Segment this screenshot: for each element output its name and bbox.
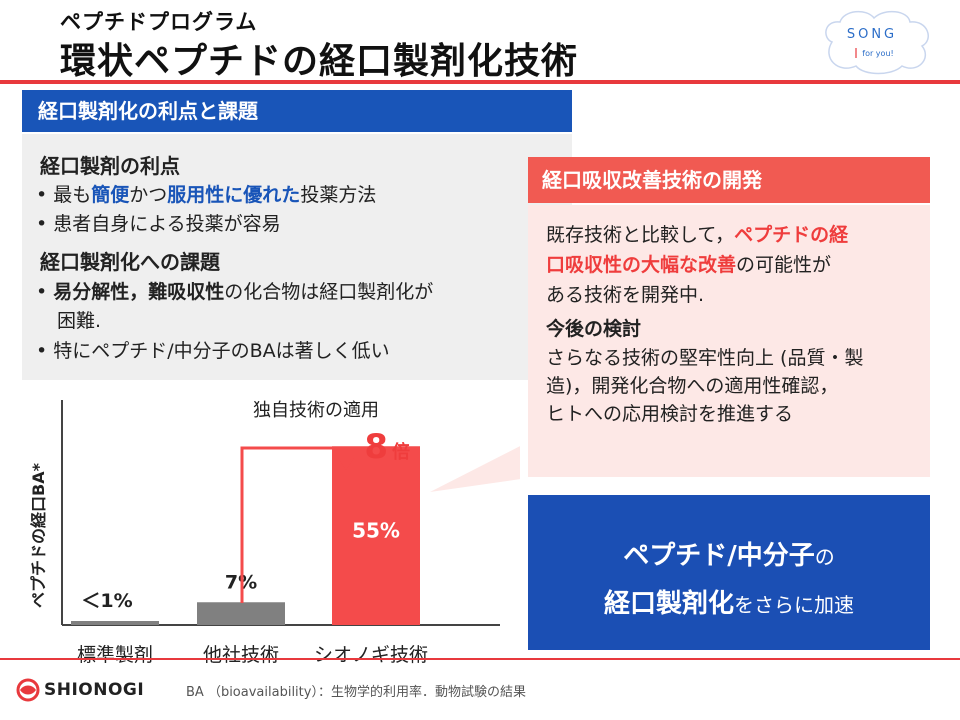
multiplier-unit: 倍 <box>392 441 410 463</box>
song-logo: SONG for you! <box>825 10 929 75</box>
advantages-challenges-panel <box>22 134 572 380</box>
future-study-line1: さらなる技術の堅牢性向上 (品質・製 <box>546 347 864 369</box>
absorption-tech-panel <box>528 205 930 477</box>
future-study-title: 今後の検討 <box>546 318 642 340</box>
tech-desc-line1: 既存技術と比較して，ペプチドの経 <box>546 224 849 246</box>
page-title: 環状ペプチドの経口製剤化技術 <box>60 41 579 82</box>
summary-line1: ペプチド/中分子の <box>623 541 835 571</box>
summary-box: ペプチド/中分子の 経口製剤化をさらに加速 <box>528 495 930 650</box>
song-logo-text: SONG <box>847 27 897 42</box>
improvement-connector <box>240 446 348 603</box>
absorption-tech-heading: 経口吸収改善技術の開発 <box>528 157 930 203</box>
svg-text:ペプチドの経口BA*: ペプチドの経口BA* <box>29 462 48 608</box>
bar-standard-label: ＜1% <box>81 590 132 612</box>
tech-desc-line3: ある技術を開発中. <box>546 284 705 306</box>
song-logo-tagline: for you! <box>862 49 893 58</box>
chart-y-label: ペプチドの経口BA* <box>29 462 48 608</box>
challenge-item-1-cont: 困難. <box>57 310 102 332</box>
shionogi-logo-icon <box>16 678 40 702</box>
multiplier-number: 8 <box>364 427 388 467</box>
x-tick-label-standard: 標準製剤 <box>76 644 153 666</box>
header-divider <box>0 80 960 84</box>
advantage-item-2: • 患者自身による投薬が容易 <box>36 213 281 235</box>
challenges-title: 経口製剤化への課題 <box>40 250 220 274</box>
advantages-title: 経口製剤の利点 <box>40 154 180 178</box>
future-study-line3: ヒトへの応用検討を推進する <box>546 403 794 425</box>
bar-standard <box>71 621 159 625</box>
bar-competitor <box>197 602 285 625</box>
annotation-label: 独自技術の適用 <box>253 400 379 421</box>
summary-line2: 経口製剤化をさらに加速 <box>603 589 854 619</box>
x-tick-label-shionogi: シオノギ技術 <box>313 644 428 666</box>
bar-shionogi-label: 55% <box>352 519 400 543</box>
footer-divider <box>0 658 960 660</box>
challenge-item-2: • 特にペプチド/中分子のBAは著しく低い <box>36 340 390 362</box>
page-subtitle: ペプチドプログラム <box>60 10 258 34</box>
bioavailability-chart: ＜1%7%55% 独自技術の適用 8 倍 <box>61 400 520 626</box>
tech-desc-line2: 口吸収性の大幅な改善の可能性が <box>546 254 832 276</box>
improvement-arrowhead <box>338 458 354 470</box>
advantages-challenges-heading: 経口製剤化の利点と課題 <box>22 90 572 132</box>
challenge-item-1: • 易分解性，難吸収性の化合物は経口製剤化が <box>36 281 434 303</box>
x-tick-label-competitor: 他社技術 <box>202 644 279 666</box>
company-logo-text: SHIONOGI <box>44 680 145 700</box>
advantage-item-1: • 最も簡便かつ服用性に優れた投薬方法 <box>36 184 377 206</box>
future-study-line2: 造)，開発化合物への適用性確認， <box>546 375 839 397</box>
callout-tail <box>430 446 520 492</box>
footnote: BA （bioavailability）：生物学的利用率．動物試験の結果 <box>186 685 526 700</box>
bar-shionogi <box>332 446 420 625</box>
